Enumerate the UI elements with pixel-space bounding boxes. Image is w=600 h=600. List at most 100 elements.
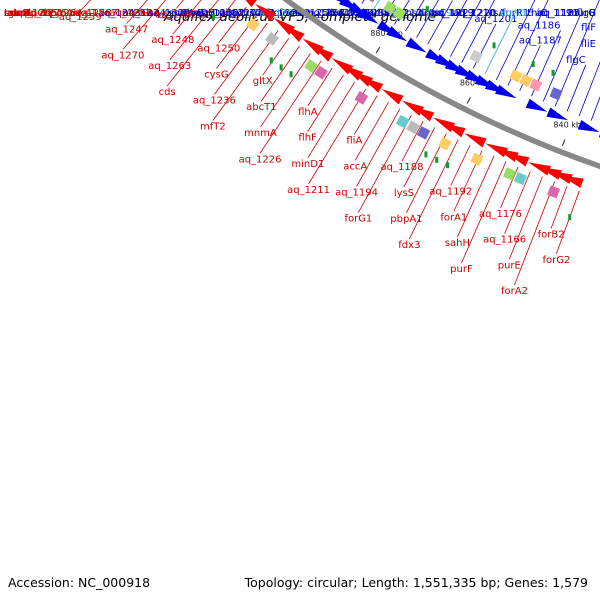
gene-label-hema: hemA xyxy=(44,8,73,19)
gene-leader-line xyxy=(260,45,300,102)
gene-label-aq-1270: aq_1270 xyxy=(101,50,144,61)
gene-leader-line xyxy=(507,0,549,86)
cog-category-box xyxy=(513,171,528,186)
forward-gene-arrow xyxy=(405,37,427,53)
gene-label-fora2: forA2 xyxy=(501,286,528,297)
gene-label-omp: omp xyxy=(4,8,26,19)
gene-leader-line xyxy=(169,0,219,61)
gene-label-aq-1192: aq_1192 xyxy=(429,187,472,198)
cog-category-box xyxy=(416,126,431,140)
gene-leader-line xyxy=(126,0,148,24)
cog-tick xyxy=(424,151,428,158)
gene-leader-line xyxy=(307,81,355,159)
gene-leader-line xyxy=(218,6,247,43)
reverse-gene-arrow xyxy=(255,3,277,22)
gene-label-aq-1254: aq_1254 xyxy=(109,8,152,19)
gene-label-sahh: sahH xyxy=(445,238,470,249)
gene-label-aq-1226: aq_1226 xyxy=(239,154,282,165)
reverse-gene-arrow xyxy=(550,171,573,184)
gene-label-aq-t19: aq_t19 xyxy=(418,8,452,19)
gene-label-tgt: tgt xyxy=(4,8,18,19)
gene-label-aq-1264: aq_1264 xyxy=(39,8,82,19)
gene-leader-line xyxy=(449,0,482,57)
gene-label-flha: flhA xyxy=(298,107,318,118)
gene-label-csta: cstA xyxy=(289,8,311,19)
gene-label-pbpa1: pbpA1 xyxy=(390,214,422,225)
gene-label-gltx: gltX xyxy=(253,76,273,87)
cog-tick xyxy=(269,57,273,64)
reverse-gene-arrow xyxy=(506,153,530,167)
gene-label-acca: accA xyxy=(343,161,367,172)
gene-label-aq-1253: aq_1253 xyxy=(302,8,345,19)
forward-gene-arrow xyxy=(546,107,569,121)
gene-label-aq-1276: aq_1276 xyxy=(24,8,67,19)
cog-tick xyxy=(551,69,555,76)
gene-label-aq-1324: aq_1324 xyxy=(123,8,166,19)
gene-label-mpp: mpp xyxy=(41,8,63,19)
reverse-gene-arrow xyxy=(443,122,466,138)
gene-leader-line xyxy=(542,14,581,102)
gene-leader-line xyxy=(427,0,453,45)
gene-label-aq-1238: aq_1238 xyxy=(347,8,390,19)
gene-leader-line xyxy=(438,0,468,51)
cog-tick xyxy=(289,71,293,78)
gene-label-flgc: flgC xyxy=(566,55,586,66)
reverse-gene-arrow xyxy=(361,76,384,93)
cog-category-box xyxy=(392,6,407,21)
gene-leader-line xyxy=(566,64,587,112)
gene-label-aq-1328: aq_1328 xyxy=(147,8,190,19)
reverse-gene-arrow xyxy=(464,133,487,148)
gene-leader-line xyxy=(495,0,536,81)
gene-label-aq-1247: aq_1247 xyxy=(105,24,148,35)
gene-label-aq-1286: aq_1286 xyxy=(196,8,239,19)
cog-category-box xyxy=(265,31,280,46)
gene-leader-line xyxy=(308,88,367,185)
gene-label-feob: feoB xyxy=(279,8,302,19)
reverse-gene-arrow xyxy=(539,166,562,180)
gene-label-aq-t20: aq_t20 xyxy=(260,8,294,19)
map-title: Aquifex aeolicus VF5, complete genome xyxy=(164,9,436,25)
gene-label-succ1: succ1 xyxy=(4,8,33,19)
cog-category-box xyxy=(383,0,397,15)
gene-leader-line xyxy=(176,0,185,9)
gene-leader-line xyxy=(356,108,401,187)
gene-label-dmsa: dmsA xyxy=(396,8,424,19)
cog-category-box xyxy=(245,17,260,32)
forward-gene-arrow xyxy=(495,84,517,99)
cog-tick xyxy=(425,6,429,13)
gene-leader-line xyxy=(212,30,279,121)
gene-label-flhf: flhF xyxy=(298,133,317,144)
cog-category-box xyxy=(549,87,563,101)
gene-label-forg1: forG1 xyxy=(344,214,372,225)
gene-label-aq-1201: aq_1201 xyxy=(474,14,517,25)
gene-leader-line xyxy=(259,60,322,154)
genome-summary-text: Topology: circular; Length: 1,551,335 bp… xyxy=(244,575,588,590)
gene-leader-line xyxy=(416,0,439,38)
gene-label-aq-1272: aq_1272 xyxy=(231,8,274,19)
gene-leader-line xyxy=(307,74,344,132)
gene-label-aq-1250: aq_1250 xyxy=(197,44,240,55)
forward-gene-arrow xyxy=(525,98,548,112)
gene-label-forb2: forB2 xyxy=(538,229,565,240)
gene-label-aq-1258: aq_1258 xyxy=(69,8,112,19)
gene-leader-line xyxy=(260,53,311,128)
gene-label-fdx3: fdx3 xyxy=(398,240,420,251)
gene-leader-line xyxy=(504,171,531,234)
cog-tick xyxy=(435,156,439,163)
gene-label-aq-1292: aq_1292 xyxy=(202,8,245,19)
feature-rings xyxy=(211,0,600,221)
gene-label-aq-1230: aq_1230 xyxy=(392,8,435,19)
gene-label-mnma: mnmA xyxy=(244,128,277,139)
gene-label-aq-1223: aq_1223 xyxy=(432,8,475,19)
cog-category-box xyxy=(406,120,420,135)
kbp-tick-label: 880 kbp xyxy=(370,29,403,38)
kbp-tick-label: 840 kbp xyxy=(553,120,586,129)
reverse-gene-arrow xyxy=(485,143,508,158)
reverse-gene-arrow xyxy=(283,24,305,42)
gene-label-thrb: thrB xyxy=(183,8,204,19)
gene-leader-line xyxy=(401,121,424,162)
gene-label-aq-1295: aq_1295 xyxy=(15,8,58,19)
gene-leader-line xyxy=(514,181,556,286)
gene-leader-line xyxy=(262,38,290,76)
gene-label-aq-1241: aq_1241 xyxy=(307,8,350,19)
